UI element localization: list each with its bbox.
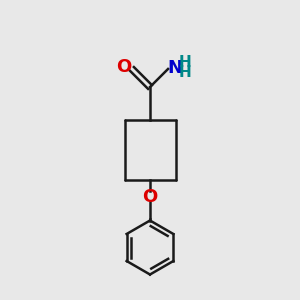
Text: O: O [116, 58, 131, 76]
Text: O: O [142, 188, 158, 206]
Text: H: H [178, 55, 191, 70]
Text: H: H [179, 65, 191, 80]
Text: N: N [167, 59, 182, 77]
